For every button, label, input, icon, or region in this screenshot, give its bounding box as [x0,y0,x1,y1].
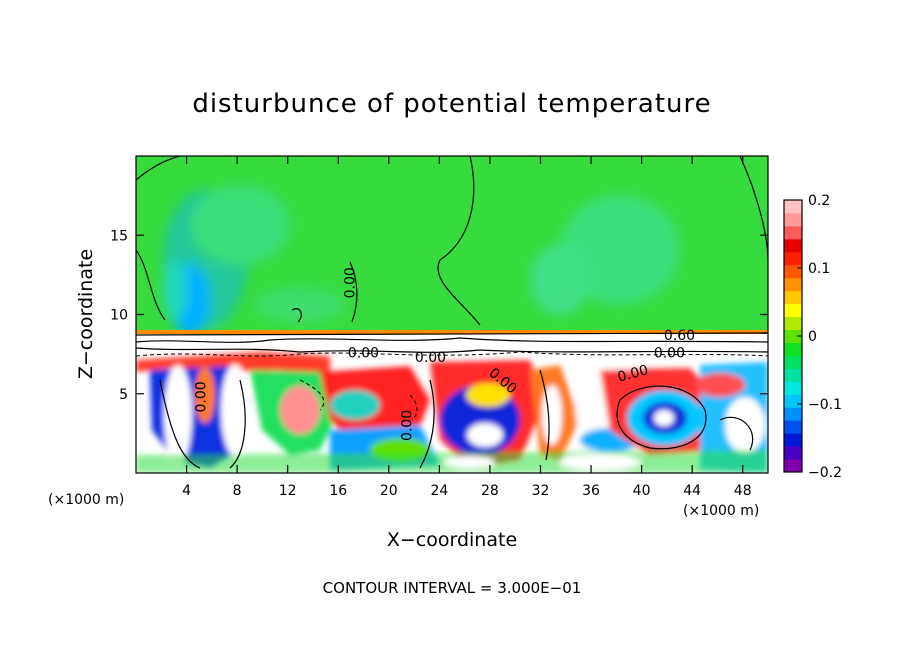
inversion-band [136,330,768,334]
colorbar-swatch [784,433,802,447]
x-tick-label: 36 [582,483,600,499]
colorbar-swatch [784,277,802,292]
colorbar-tick-label: −0.2 [808,465,842,481]
contour-lines-dashed [136,351,768,421]
colorbar-swatch [784,420,802,434]
x-tick-label: 28 [481,483,499,499]
x-tick-label: 32 [532,483,550,499]
contour-label: 0.60 [664,328,695,344]
y-tick-label: 15 [110,228,128,244]
colorbar-swatch [784,355,802,369]
colorbar-tick-label: 0.1 [808,261,830,277]
plot-area: 0.000.000.000.000.00 0.000.000.600.00 [136,156,768,473]
colorbar-tick-label: 0 [808,329,817,345]
y-tick-label: 5 [119,387,128,403]
x-tick-label: 20 [380,483,398,499]
contour-label: 0.00 [343,267,359,298]
colorbar-swatch [784,329,802,343]
colorbar-swatch [784,446,802,460]
contour-lines [136,156,768,469]
x-tick-label: 48 [734,483,752,499]
colorbar-swatch [784,394,802,408]
x-axis-label: X−coordinate [387,529,517,551]
colorbar-ticks: 0.2 0.1 0 −0.1 −0.2 [797,193,842,481]
lower-turbulent-blobs [136,352,768,473]
x-unit-right: (×1000 m) [683,503,759,519]
colorbar-swatch [784,290,802,305]
x-tick-label: 44 [683,483,701,499]
colorbar-swatch [784,459,802,473]
x-unit-left: (×1000 m) [48,492,124,508]
x-tick-label: 16 [329,483,347,499]
x-tick-label: 4 [182,483,191,499]
y-axis-label: Z−coordinate [75,249,97,379]
contour-label: 0.00 [616,362,650,386]
contour-label: 0.00 [400,410,416,441]
colorbar-swatch [784,407,802,421]
colorbar-swatch [784,316,802,331]
contour-interval-note: CONTOUR INTERVAL = 3.000E−01 [323,579,582,597]
colorbar-swatch [784,251,802,266]
colorbar-tick-label: 0.2 [808,193,830,209]
x-tick-label: 40 [633,483,651,499]
colorbar-swatch [784,264,802,279]
contour-label: 0.00 [194,381,210,412]
colorbar-tick-label: −0.1 [808,397,842,413]
contour-label: 0.00 [654,345,685,361]
x-tick-label: 24 [430,483,448,499]
colorbar-swatch [784,368,802,382]
colorbar-swatch [784,303,802,318]
upper-blue-plumes [163,185,680,336]
colorbar-swatch [784,342,802,356]
colorbar [784,200,802,473]
colorbar-swatch [784,200,802,214]
contour-label: 0.00 [415,350,446,366]
y-ticks: 5 10 15 [110,228,768,403]
x-tick-label: 8 [233,483,242,499]
x-tick-label: 12 [279,483,297,499]
chart-title: disturbunce of potential temperature [192,89,711,119]
contour-label: 0.00 [348,345,379,361]
colorbar-swatch [784,225,802,240]
x-ticks: 4 8 12 16 20 24 28 32 36 40 44 48 [182,156,752,499]
colorbar-swatch [784,212,802,227]
colorbar-swatch [784,238,802,253]
y-tick-label: 10 [110,308,128,324]
colorbar-swatch [784,381,802,395]
